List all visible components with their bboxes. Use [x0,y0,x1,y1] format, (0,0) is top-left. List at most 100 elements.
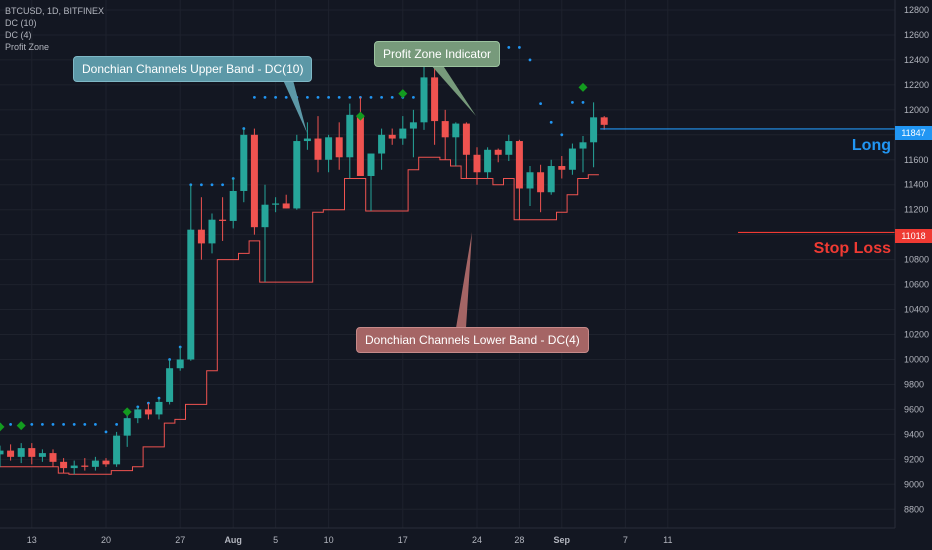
candle-body [102,460,110,465]
candle-body [420,77,428,123]
candle-body [187,229,195,360]
upper-band-dot [115,422,118,426]
y-tick-label: 12400 [904,55,929,65]
upper-band-dot [518,46,521,49]
candle-body [176,359,184,369]
candle-body [197,229,205,244]
upper-callout-pointer [283,80,307,133]
candle-body [250,134,258,228]
candle-body [494,149,502,155]
upper-band-dot [221,183,225,187]
profit-zone-marker [16,421,26,431]
y-tick-label: 11200 [904,205,928,215]
y-tick-label: 12200 [904,80,929,90]
y-tick-label: 12600 [904,30,929,40]
candle-body [123,418,131,436]
candle-body [568,148,576,170]
candle-body [325,137,333,160]
upper-band-dot [94,422,97,426]
y-tick-label: 10200 [904,330,929,340]
upper-band-dot [507,46,511,49]
candle-body [272,203,280,205]
candle-body [346,114,354,158]
y-tick-label: 10000 [904,354,929,364]
candle-body [261,204,269,228]
candle-body [388,134,396,139]
profit-zone-marker [0,422,5,432]
candle-body [452,123,460,138]
legend-profit-zone: Profit Zone [5,42,50,52]
upper-band-dot [369,95,373,99]
profit-zone-marker [398,89,408,99]
candle-body [166,368,174,402]
upper-band-dot [200,183,203,187]
upper-band-dot [72,422,76,426]
upper-band-dot [104,430,108,434]
y-tick-label: 11600 [904,155,928,165]
candle-body [515,141,523,189]
profit-zone-marker [578,82,588,92]
candle-body [399,128,407,139]
x-tick-label: 20 [101,535,111,545]
upper-band-dot [380,95,383,99]
lower-band-callout: Donchian Channels Lower Band - DC(4) [356,327,589,353]
candle-body [91,460,99,467]
candle-body [60,461,68,469]
grid-lines [0,0,895,528]
x-tick-label: 27 [175,535,185,545]
y-tick-label: 9800 [904,379,924,389]
candle-body [505,141,513,155]
lower-callout-pointer [456,232,472,328]
y-tick-label: 12000 [904,105,929,115]
profit-zone-callout: Profit Zone Indicator [374,41,501,67]
profit-zone-markers [0,82,588,432]
profit-zone-marker [355,111,365,121]
upper-band-dot [30,422,34,426]
candle-body [240,134,248,191]
candle-body [537,172,545,193]
candle-body [590,117,598,143]
x-tick-label: Aug [224,535,242,545]
upper-band-dot [571,100,574,104]
legend-symbol: BTCUSD, 1D, BITFINEX [5,6,105,16]
upper-band-dot [9,422,13,426]
candle-body [282,203,290,209]
pz-callout-pointer [430,64,476,116]
upper-band-dot [390,95,394,99]
upper-band-dot [284,95,288,99]
upper-band-dot [62,422,65,426]
upper-band-dot [253,95,256,99]
candle-body [219,219,227,221]
profit-zone-marker [122,407,132,417]
candle-body [600,117,608,125]
candle-body [441,121,449,138]
stop-loss-label: Stop Loss [813,240,891,257]
y-tick-label: 10400 [904,305,929,315]
upper-band-dot [210,183,214,187]
candle-body [144,409,152,415]
lower-band-line [0,156,599,475]
y-tick-label: 9200 [904,454,924,464]
upper-band-dot [337,95,341,99]
upper-band-dot [316,95,320,99]
chart-legend: BTCUSD, 1D, BITFINEX DC (10) DC (4) Prof… [5,5,104,53]
upper-band-dot [528,58,532,62]
candle-body [526,172,534,189]
x-tick-label: 7 [623,535,628,545]
x-tick-label: 5 [273,535,278,545]
x-tick-label: 11 [663,535,672,545]
legend-dc4: DC (4) [5,30,32,40]
legend-dc10: DC (10) [5,18,37,28]
x-tick-label: 13 [27,535,37,545]
x-tick-label: 24 [472,535,482,545]
upper-band-dot [41,422,44,426]
candle-body [81,465,89,467]
long-label: Long [851,137,891,154]
x-tick-label: 10 [324,535,334,545]
x-tick-label: 17 [398,535,408,545]
y-tick-label: 8800 [904,504,924,514]
y-tick-label: 11400 [904,180,928,190]
upper-band-dot [560,133,564,137]
callout-pointers [283,64,476,328]
